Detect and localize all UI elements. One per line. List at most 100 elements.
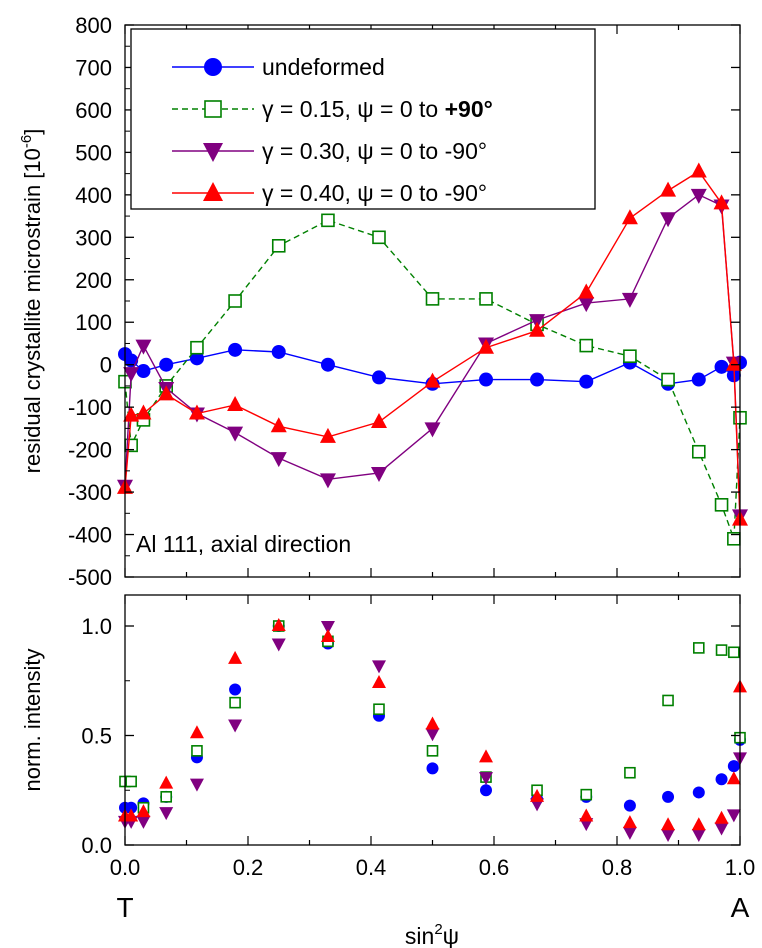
data-point [621, 209, 638, 225]
data-point [692, 786, 705, 799]
top-y-tick-label: -500 [68, 565, 112, 590]
data-point [190, 340, 204, 355]
data-point [529, 314, 546, 330]
data-point [623, 349, 637, 364]
data-point [691, 372, 706, 387]
series-0-30-0-to-90 [118, 621, 747, 843]
data-point [728, 646, 740, 659]
data-point [661, 829, 676, 843]
data-point [370, 413, 387, 429]
data-point [579, 374, 594, 389]
data-point [690, 188, 707, 204]
data-point [188, 404, 205, 420]
data-point [123, 406, 140, 422]
data-point [136, 804, 151, 818]
top-y-tick-label: -100 [68, 395, 112, 420]
data-point [271, 638, 286, 652]
data-point [320, 621, 335, 634]
data-point [727, 760, 740, 773]
data-point [690, 162, 707, 178]
data-point [136, 815, 151, 829]
data-point [135, 404, 152, 420]
data-point [529, 321, 546, 337]
legend-item: undeformed [172, 54, 385, 80]
data-point [478, 338, 495, 354]
data-point [714, 359, 729, 374]
data-point [227, 426, 244, 442]
top-y-tick-label: 600 [75, 98, 112, 123]
top-y-tick-label: -200 [68, 438, 112, 463]
data-point [726, 771, 741, 785]
top-y-tick-label: 500 [75, 140, 112, 165]
x-tick-label: 0.4 [356, 855, 387, 880]
data-point [691, 444, 706, 459]
data-point [228, 342, 243, 357]
x-axis-label: sin2ψ [405, 921, 459, 948]
data-point [370, 466, 387, 482]
data-point [479, 372, 494, 387]
data-point [579, 808, 594, 822]
data-point [480, 784, 493, 797]
top-y-tick-label: 100 [75, 310, 112, 335]
data-point [623, 799, 636, 812]
data-point [371, 370, 386, 385]
data-point [425, 716, 440, 730]
legend: undeformed γ = 0.15, ψ = 0 to +90° γ = 0.3… [130, 28, 596, 210]
data-point [715, 773, 728, 786]
data-point [425, 728, 440, 742]
data-point [229, 696, 241, 709]
data-point [189, 778, 204, 792]
data-point [424, 372, 441, 388]
data-point [715, 644, 728, 656]
data-point [159, 807, 174, 821]
data-point [124, 353, 139, 368]
bottom-y-tick-label: 1.0 [81, 614, 112, 639]
data-point [189, 725, 204, 739]
data-point [271, 618, 286, 631]
top-y-tick-label: 400 [75, 183, 112, 208]
bottom-y-tick-label: 0.0 [81, 833, 112, 858]
legend-marker [204, 100, 222, 118]
data-point [271, 344, 286, 359]
data-point [270, 452, 287, 468]
data-point [319, 427, 336, 443]
x-tick-label: 0.6 [479, 855, 510, 880]
bottom-y-tick-label: 0.5 [81, 724, 112, 749]
legend-box [130, 28, 596, 210]
data-point [622, 826, 637, 840]
x-tick-label: 0.8 [602, 855, 633, 880]
data-point [725, 355, 742, 371]
data-point [372, 230, 386, 245]
data-point [424, 422, 441, 438]
top-y-tick-label: -300 [68, 480, 112, 505]
data-point [426, 762, 439, 775]
data-point [125, 775, 137, 788]
data-point [321, 213, 335, 228]
data-point [714, 810, 729, 824]
data-point [228, 719, 243, 733]
data-point [159, 775, 174, 789]
data-point [621, 292, 638, 308]
data-point [135, 339, 152, 355]
data-point [123, 367, 140, 383]
data-point [425, 292, 440, 306]
data-point [662, 790, 675, 803]
data-point [191, 745, 203, 757]
legend-marker [203, 182, 223, 201]
data-point [661, 817, 676, 831]
data-point [726, 809, 741, 823]
data-point [713, 194, 730, 210]
top-y-tick-label: 700 [75, 55, 112, 80]
data-point [662, 694, 674, 707]
data-point [479, 749, 494, 763]
data-point [714, 822, 729, 836]
series-0-40-0-to-90 [118, 618, 747, 831]
data-point [159, 357, 174, 372]
top-y-tick-label: 200 [75, 268, 112, 293]
data-point [624, 766, 636, 779]
data-point [622, 815, 637, 829]
data-point [371, 674, 386, 688]
bottom-panel: 0.0 0.5 1.0 0.0 0.2 0.4 0.6 0.8 1.0 norm. intens… [20, 594, 755, 948]
top-y-tick-label: 300 [75, 225, 112, 250]
